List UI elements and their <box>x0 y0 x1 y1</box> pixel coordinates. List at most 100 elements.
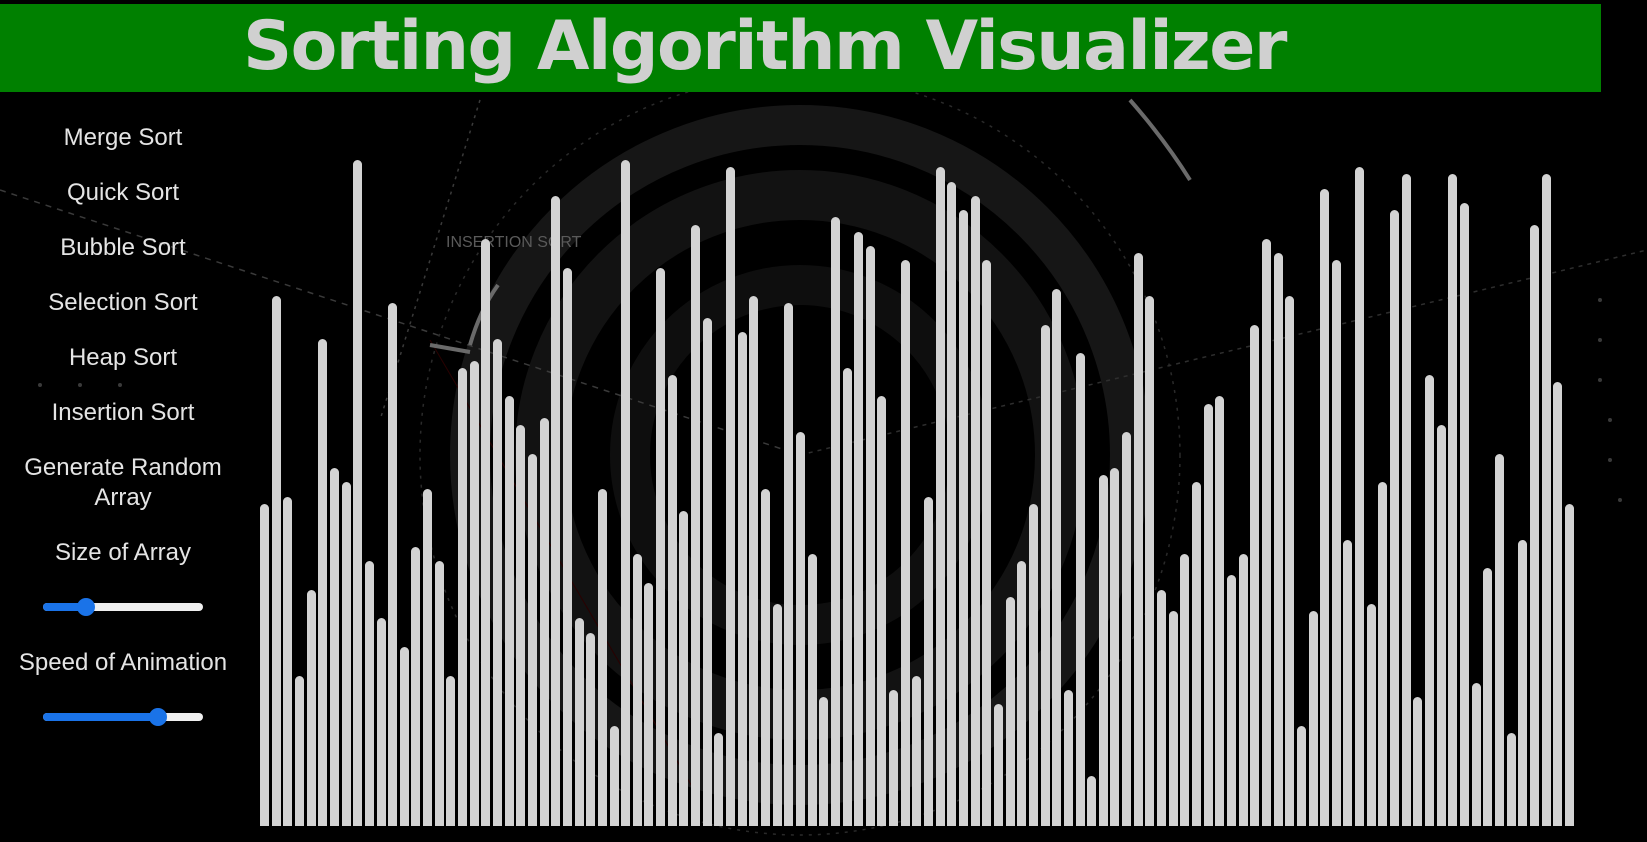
array-bar <box>993 704 1003 826</box>
array-bar <box>1028 503 1038 826</box>
array-bar <box>795 432 805 826</box>
array-bar <box>865 246 875 826</box>
array-bar <box>1157 589 1167 826</box>
array-bar <box>1052 289 1062 826</box>
array-bar <box>1017 561 1027 826</box>
array-bar <box>376 618 386 826</box>
array-bar <box>341 482 351 826</box>
array-bar <box>318 339 328 826</box>
array-bar <box>527 453 537 826</box>
array-bar <box>1518 539 1528 826</box>
array-bar <box>364 561 374 826</box>
quick-sort-button[interactable]: Quick Sort <box>66 179 180 206</box>
array-bar <box>1180 553 1190 826</box>
array-bar <box>1471 682 1481 826</box>
array-bar <box>679 510 689 826</box>
array-bar <box>1098 475 1108 826</box>
generate-random-array-button[interactable]: Generate Random Array <box>0 453 246 513</box>
array-bar <box>1203 403 1213 826</box>
array-bar <box>609 725 619 826</box>
size-slider-thumb[interactable] <box>77 598 96 616</box>
array-bar <box>306 589 316 826</box>
array-bar <box>260 503 269 826</box>
array-size-slider[interactable] <box>43 595 203 619</box>
array-bar <box>1063 689 1073 826</box>
array-bar <box>737 331 747 826</box>
array-bar <box>388 303 398 826</box>
array-bar <box>644 582 654 826</box>
speed-slider-thumb[interactable] <box>149 708 168 726</box>
array-bar <box>597 489 607 826</box>
array-bar <box>1145 296 1155 826</box>
array-bar <box>411 546 421 826</box>
array-bar <box>423 489 433 826</box>
array-bar <box>1483 568 1493 826</box>
array-bar <box>586 632 596 826</box>
insertion-sort-button[interactable]: Insertion Sort <box>51 399 195 426</box>
array-bar <box>935 167 945 826</box>
array-bar <box>1261 238 1271 826</box>
array-bar <box>1331 260 1341 826</box>
array-bar <box>632 553 642 826</box>
array-bar <box>353 160 363 826</box>
speed-slider-label: Speed of Animation <box>18 649 228 676</box>
array-bar <box>1506 732 1516 826</box>
array-bar <box>784 303 794 826</box>
array-bar <box>959 210 968 826</box>
heap-sort-button[interactable]: Heap Sort <box>68 344 178 371</box>
array-bar <box>1215 396 1225 826</box>
array-bar <box>574 618 584 826</box>
array-bar <box>749 296 759 826</box>
array-bar <box>877 396 887 826</box>
array-bar <box>807 553 817 826</box>
array-bar <box>656 267 666 826</box>
array-bar <box>1494 453 1504 826</box>
array-bar <box>1366 604 1376 826</box>
array-bar <box>516 425 526 826</box>
array-bar <box>493 339 502 826</box>
array-bar <box>1308 611 1318 826</box>
array-bar <box>481 238 491 826</box>
array-bar <box>947 181 957 826</box>
array-bar <box>1553 382 1563 826</box>
array-bars-container <box>260 92 1610 826</box>
array-bar <box>889 689 899 826</box>
array-bar <box>562 267 572 826</box>
array-bar <box>691 224 701 826</box>
array-bar <box>714 732 724 826</box>
array-bar <box>1087 775 1097 826</box>
array-bar <box>1005 596 1015 826</box>
array-bar <box>1436 425 1446 826</box>
array-bar <box>458 367 468 826</box>
array-bar <box>726 167 735 826</box>
array-bar <box>1401 174 1411 826</box>
array-bar <box>271 296 281 826</box>
animation-speed-slider[interactable] <box>43 705 203 729</box>
array-bar <box>1564 503 1574 826</box>
array-bar <box>1413 697 1423 826</box>
merge-sort-button[interactable]: Merge Sort <box>63 124 183 151</box>
array-bar <box>1075 353 1085 826</box>
array-bar <box>1133 253 1143 826</box>
array-bar <box>1425 374 1434 826</box>
array-bar <box>1250 324 1260 826</box>
array-bar <box>1285 296 1295 826</box>
array-bar <box>924 496 934 826</box>
size-slider-fill <box>43 603 87 611</box>
size-slider-track <box>43 603 203 611</box>
array-bar <box>294 675 304 826</box>
array-bar <box>1110 468 1120 826</box>
selection-sort-button[interactable]: Selection Sort <box>48 289 198 316</box>
array-bar <box>1192 482 1201 826</box>
bubble-sort-button[interactable]: Bubble Sort <box>60 234 186 261</box>
page-title: Sorting Algorithm Visualizer <box>243 6 1287 86</box>
array-bar <box>434 561 444 826</box>
array-bar <box>283 496 293 826</box>
array-bar <box>900 260 910 826</box>
size-slider-label: Size of Array <box>54 539 192 566</box>
array-bar <box>702 317 712 826</box>
header-banner: Sorting Algorithm Visualizer <box>0 4 1601 92</box>
array-bar <box>1273 253 1283 826</box>
watermark-text: INSERTION SORT <box>446 234 582 251</box>
array-bar <box>982 260 992 826</box>
